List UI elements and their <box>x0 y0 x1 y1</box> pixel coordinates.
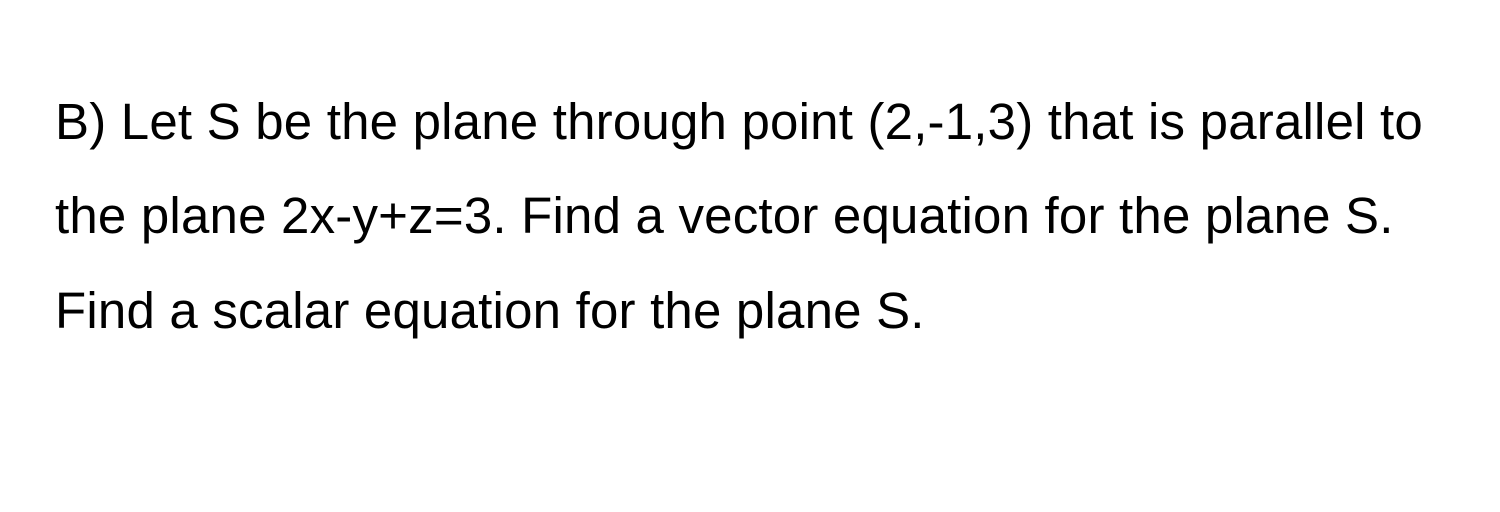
problem-text: B) Let S be the plane through point (2,-… <box>55 75 1445 358</box>
problem-container: B) Let S be the plane through point (2,-… <box>0 0 1500 512</box>
